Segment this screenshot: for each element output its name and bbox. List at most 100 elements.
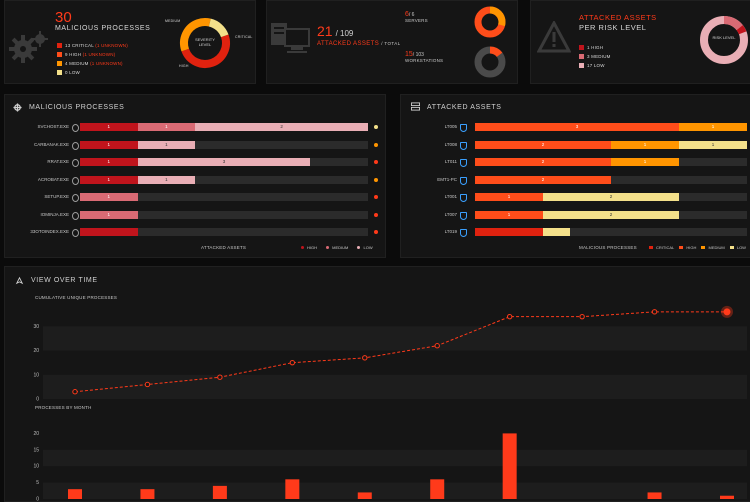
status-dot: [374, 230, 378, 234]
shield-icon: [460, 124, 467, 132]
bar-segment-medium[interactable]: 1: [137, 123, 196, 131]
row-label: CARBANAK.EXE: [33, 141, 69, 147]
gear-icon: [72, 159, 79, 167]
status-dot: [374, 160, 378, 164]
legend-critical: 13 CRITICAL (1 UNKNOWN): [57, 43, 128, 52]
row-label: LT019: [444, 229, 457, 234]
bar-track[interactable]: 1: [80, 193, 368, 201]
shield-icon: [460, 141, 467, 150]
status-dot: [374, 195, 378, 199]
bar-segment-medium[interactable]: 1: [80, 193, 138, 201]
bar-segment-low[interactable]: 1: [679, 140, 747, 149]
bar-segment-high[interactable]: 1: [80, 158, 138, 166]
y-tick-label: 20: [33, 348, 39, 354]
row-label: LT011: [444, 159, 457, 164]
shield-icon: [460, 176, 467, 185]
month-bar: [720, 495, 734, 499]
server-icon: [411, 102, 420, 111]
month-bar: [430, 479, 445, 499]
bar-segment-medium[interactable]: 1: [80, 210, 138, 219]
shield-icon: [460, 194, 467, 202]
top-card-malicious-processes: 30 MALICIOUS PROCESSES 13 CRITICAL (1 UN…: [4, 0, 256, 84]
bar-segment-low[interactable]: 2: [195, 123, 368, 131]
y-tick-label: 0: [36, 497, 39, 502]
view-over-time-title: VIEW OVER TIME: [31, 277, 98, 284]
bar-segment-low[interactable]: 2: [543, 210, 679, 219]
bar-segment-high[interactable]: 1: [80, 175, 138, 184]
gear-icon: [72, 211, 79, 220]
bar-segment-low[interactable]: 3: [137, 158, 311, 166]
row-label: 33OTOINDEX.EXE: [30, 229, 69, 234]
line-point: [434, 343, 440, 349]
servers-ring: [474, 6, 506, 38]
aa-x-label: MALICIOUS PROCESSES: [579, 245, 637, 250]
bar-segment-low[interactable]: 1: [137, 175, 196, 184]
bar-track[interactable]: 2: [475, 175, 747, 184]
bar-segment-low[interactable]: [543, 228, 571, 236]
severity-donut: [180, 18, 230, 68]
line-point: [723, 308, 731, 316]
y-tick-label: 5: [36, 480, 39, 486]
bar-segment-high[interactable]: 1: [80, 123, 138, 131]
gears-icon: [9, 31, 48, 63]
bar-segment-medium[interactable]: 1: [611, 140, 679, 149]
bar-segment-high[interactable]: 1: [475, 210, 543, 219]
malicious-processes-panel: MALICIOUS PROCESSES SVCHOST.EXE 1 1 2 CARBAN…: [4, 94, 386, 258]
bar-segment-high[interactable]: 3: [475, 123, 679, 131]
monthly-label: PROCESSES BY MONTH: [35, 405, 92, 410]
workstations-ring: [474, 46, 506, 78]
bar-segment-low[interactable]: 2: [543, 193, 679, 201]
bar-segment-high[interactable]: 2: [475, 158, 611, 166]
status-dot: [374, 212, 378, 217]
bar-segment-high[interactable]: 2: [475, 175, 611, 184]
y-tick-label: 20: [33, 431, 39, 437]
cumulative-line: [74, 311, 727, 393]
bar-segment-medium[interactable]: 1: [679, 123, 747, 131]
y-tick-label: 30: [33, 324, 39, 330]
row-label: EMT1-PC: [437, 176, 457, 182]
line-point: [579, 313, 585, 320]
status-dot: [374, 125, 378, 129]
bar-track[interactable]: [475, 228, 747, 236]
bar-segment-medium[interactable]: 1: [611, 158, 679, 166]
cumulative-label: CUMULATIVE UNIQUE PROCESSES: [35, 295, 118, 300]
bar-segment-low[interactable]: 1: [137, 140, 196, 149]
gear-icon: [13, 103, 22, 112]
month-bar: [647, 492, 662, 499]
grid-band: [43, 326, 747, 351]
warning-icon: [537, 21, 571, 53]
bar-segment-high[interactable]: [80, 228, 138, 236]
shield-icon: [460, 211, 467, 220]
line-point: [72, 389, 78, 395]
y-tick-label: 10: [33, 464, 39, 470]
donut-label-critical: CRITICAL: [235, 35, 253, 39]
time-charts: 0 10 20 30 0 5 10 15 20: [33, 305, 747, 502]
status-dot: [374, 177, 378, 182]
top-card-attacked-assets: 21/ 109 ATTACKED ASSETS / TOTAL 6/ 6 SER…: [266, 0, 518, 84]
bar-track[interactable]: 1: [80, 210, 368, 219]
gear-icon: [72, 124, 79, 132]
bar-segment-critical[interactable]: [475, 228, 543, 236]
bar-segment-high[interactable]: 1: [475, 193, 543, 201]
mp-x-label: ATTACKED ASSETS: [201, 245, 247, 250]
row-label: LT005: [444, 124, 457, 129]
bar-segment-high[interactable]: 2: [475, 140, 611, 149]
malicious-title: MALICIOUS PROCESSES: [55, 25, 151, 32]
row-label: LT007: [444, 211, 457, 217]
line-point: [217, 374, 223, 380]
gear-icon: [72, 176, 79, 185]
bar-track[interactable]: [80, 228, 368, 236]
risk-donut: [700, 16, 748, 64]
bar-segment-high[interactable]: 1: [80, 140, 138, 149]
status-dot: [374, 142, 378, 147]
attacked-count: 21/ 109: [317, 23, 354, 39]
